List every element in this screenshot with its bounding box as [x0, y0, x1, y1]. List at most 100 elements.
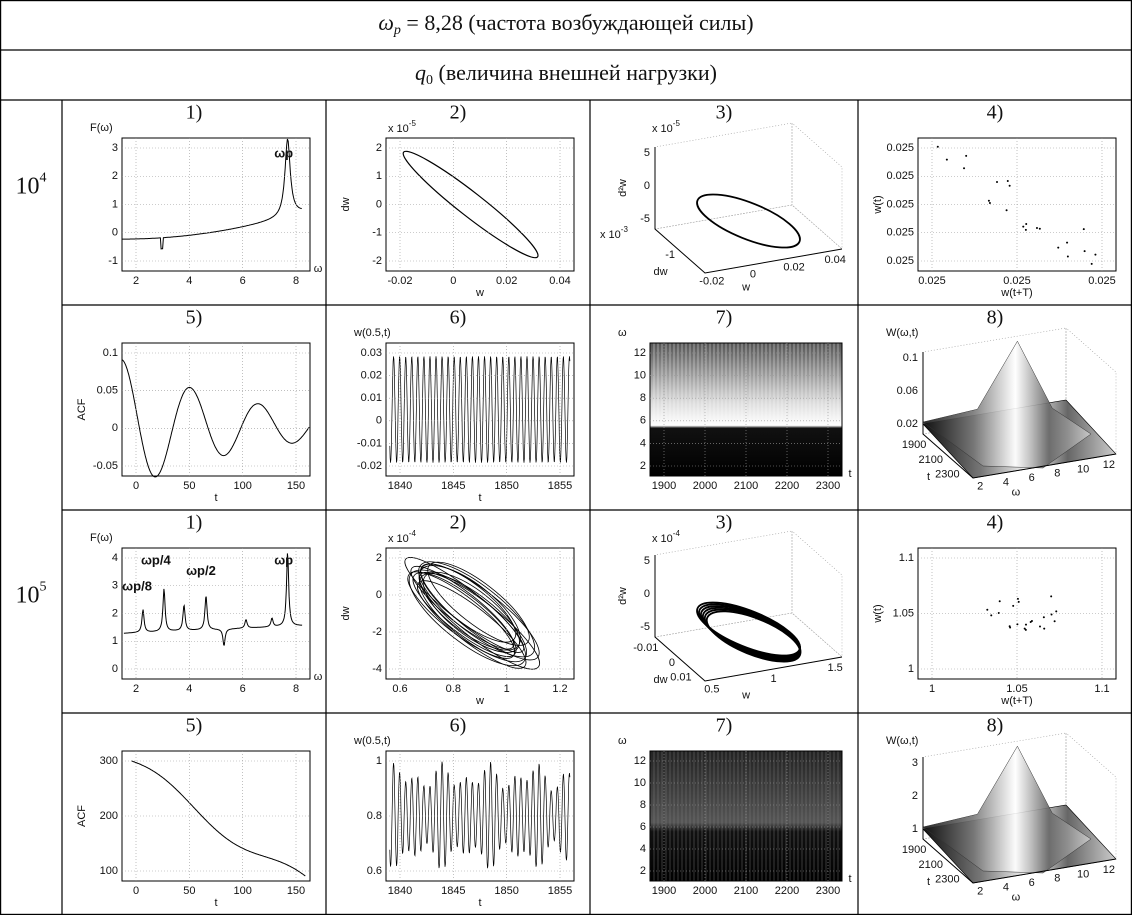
x-tick-label: 100: [233, 480, 251, 492]
x-tick-label: 0.025: [1003, 275, 1031, 287]
x-axis-label: t: [478, 897, 481, 909]
x-tick-label: 12: [1103, 459, 1115, 471]
x-axis-label: ω: [314, 263, 323, 275]
map-point: [1035, 227, 1038, 230]
side-tick-label: 1900: [902, 439, 926, 451]
x-tick-label: 4: [186, 683, 192, 695]
y-tick-label: -2: [372, 255, 382, 267]
annotation: ωp/8: [122, 579, 152, 594]
map-point: [1022, 225, 1025, 228]
side-tick-label: -1: [665, 249, 675, 261]
z-tick-label: 0: [644, 588, 650, 600]
scale-exp: -5: [673, 119, 681, 128]
map-point: [1094, 253, 1097, 256]
y-tick-label: 0.01: [361, 392, 382, 404]
x-axis-label: ω: [314, 671, 323, 683]
x-tick-label: 50: [183, 480, 195, 492]
map-point: [945, 158, 948, 161]
z-tick-label: 0.02: [897, 418, 918, 430]
x-tick-label: 4: [1003, 476, 1009, 488]
plot-label: 5): [186, 307, 203, 329]
z-tick-label: -5: [640, 213, 650, 225]
surface-ridge: [922, 340, 1092, 469]
plot-label: 3): [716, 512, 733, 534]
x-tick-label: 2000: [693, 480, 717, 492]
x-axis-label: w: [475, 695, 484, 707]
annotation: ωp/4: [141, 553, 172, 568]
phase-orbit: [705, 610, 802, 663]
map-point: [1016, 623, 1019, 626]
y-tick-label: 6: [640, 415, 646, 427]
x-axis-label: t: [848, 468, 851, 480]
scale-label: x 10-5: [388, 119, 416, 135]
y-tick-label: 0: [112, 422, 118, 434]
axis-corner-label: F(ω): [90, 122, 113, 134]
x-tick-label: 1840: [388, 480, 412, 492]
text: (величина внешней нагрузки): [433, 60, 717, 85]
y-tick-label: 0.03: [361, 347, 382, 359]
x-axis-label: w(t+T): [1000, 287, 1032, 299]
y-tick-label: 3: [112, 580, 118, 592]
x-axis-label: t: [478, 492, 481, 504]
plot-label: 4): [987, 102, 1004, 124]
x-tick-label: 4: [1003, 881, 1009, 893]
x-tick-label: 6: [1029, 472, 1035, 484]
x-tick-label: 0: [133, 885, 139, 897]
y-tick-label: 1: [908, 663, 914, 675]
phase-orbit: [418, 573, 527, 663]
axes-frame: [385, 547, 575, 680]
x-tick-label: 50: [183, 885, 195, 897]
plot-label: 8): [987, 715, 1004, 737]
x-tick-label: -0.02: [699, 276, 724, 288]
x-tick-label: 0.6: [392, 683, 407, 695]
x-tick-label: 1900: [652, 480, 676, 492]
x-tick-label: 1850: [494, 885, 518, 897]
z-tick-label: 0: [644, 180, 650, 192]
spectrum-curve: [123, 553, 303, 646]
x-tick-label: 2200: [775, 480, 799, 492]
side-tick-label: 2100: [919, 859, 943, 871]
map-point: [1043, 627, 1046, 630]
y-tick-label: 1: [376, 170, 382, 182]
y-tick-label: 1: [376, 755, 382, 767]
plot: 6) 0.6 0.8 1 1840 1845 1850 1855 t w(0.5,t): [353, 715, 575, 909]
header-title: ωp = 8,28 (частота возбуждающей силы): [378, 10, 753, 38]
z-tick-label: 0.06: [897, 385, 918, 397]
scale-exp: -3: [621, 225, 629, 234]
surface-ridge: [922, 745, 1092, 874]
x-tick-label: 6: [1029, 877, 1035, 889]
y-tick-label: 200: [100, 810, 118, 822]
phase-orbit: [402, 150, 539, 259]
acf-curve: [131, 760, 306, 877]
plot-label: 5): [186, 715, 203, 737]
map-point: [1025, 222, 1028, 225]
x-tick-label: 10: [1077, 463, 1089, 475]
y-tick-label: 0: [376, 415, 382, 427]
y-tick-label: 2: [640, 865, 646, 877]
plot-label: 8): [987, 307, 1004, 329]
side-axis-label: t: [927, 471, 930, 483]
scale-label: x 10-3: [600, 225, 628, 241]
x-tick-label: 2: [133, 683, 139, 695]
x-axis-label: w(t+T): [1000, 695, 1032, 707]
axis-corner-label: W(ω,t): [886, 327, 918, 339]
base: 10: [16, 582, 40, 608]
x-tick-label: 0.025: [918, 275, 946, 287]
y-tick-label: 3: [112, 142, 118, 154]
y-tick-label: -0.02: [357, 460, 382, 472]
map-point: [1038, 625, 1041, 628]
scale-base: x 10: [600, 229, 621, 241]
plot: 4) 1 1.05 1.1 1 1.05 1.1 w(t+T) w(t): [872, 512, 1117, 707]
axis-corner-label: ω: [618, 327, 627, 339]
map-point: [1057, 246, 1060, 249]
z-tick-label: 1: [912, 823, 918, 835]
y-tick-label: 2: [376, 552, 382, 564]
phase-orbit: [417, 580, 527, 669]
map-point: [1038, 227, 1041, 230]
plot-label: 6): [450, 307, 467, 329]
y-tick-label: -1: [108, 255, 118, 267]
map-point: [987, 199, 990, 202]
